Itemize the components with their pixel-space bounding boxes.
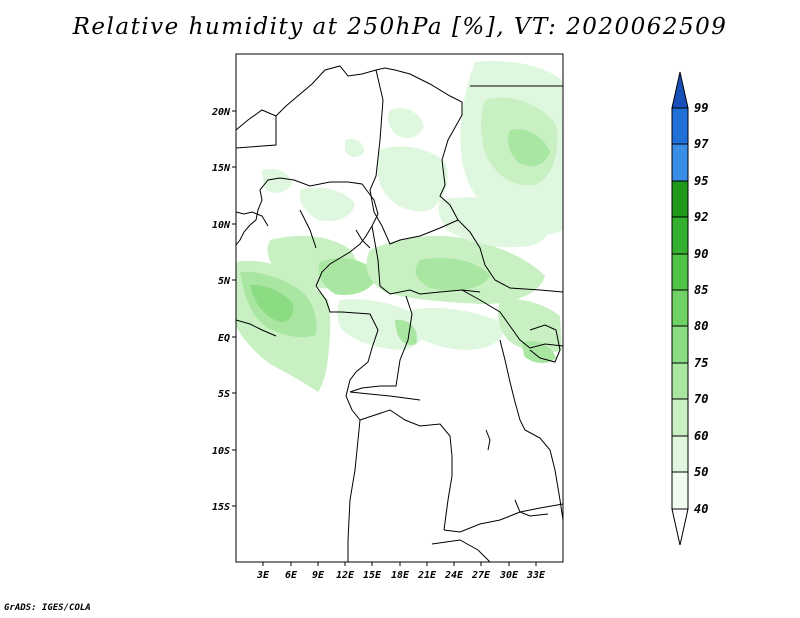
colorbar-segment bbox=[671, 143, 689, 182]
lon-tick-label: 21E bbox=[417, 570, 437, 581]
colorbar-segment bbox=[671, 398, 689, 437]
lon-tick-label: 9E bbox=[312, 570, 325, 581]
colorbar-label: 85 bbox=[694, 283, 708, 297]
lon-tick-label: 3E bbox=[256, 570, 270, 581]
colorbar-segment bbox=[671, 471, 689, 510]
humidity-shading bbox=[236, 60, 563, 392]
lon-tick-label: 30E bbox=[499, 570, 519, 581]
lat-tick-label: 10S bbox=[212, 446, 230, 457]
colorbar-segment bbox=[671, 435, 689, 473]
lat-tick-label: 20N bbox=[211, 107, 231, 118]
colorbar-label: 95 bbox=[694, 174, 708, 188]
map-title: Relative humidity at 250hPa [%], VT: 202… bbox=[72, 14, 728, 40]
colorbar-label: 80 bbox=[694, 319, 708, 333]
colorbar-segment bbox=[671, 253, 689, 291]
colorbar bbox=[671, 71, 689, 546]
colorbar-segment bbox=[671, 325, 689, 364]
lat-axis bbox=[232, 110, 236, 507]
colorbar-segment bbox=[671, 289, 689, 327]
lon-axis bbox=[262, 562, 537, 566]
lon-tick-label: 6E bbox=[285, 570, 298, 581]
lat-tick-label: 5S bbox=[218, 389, 230, 400]
colorbar-over-arrow bbox=[671, 71, 689, 109]
lon-tick-label: 15E bbox=[363, 570, 382, 581]
lat-tick-label: EQ bbox=[218, 333, 230, 344]
colorbar-segment bbox=[671, 180, 689, 218]
lon-tick-label: 12E bbox=[336, 570, 355, 581]
colorbar-segment bbox=[671, 107, 689, 145]
lat-tick-label: 15N bbox=[212, 163, 231, 174]
lat-tick-label: 15S bbox=[212, 502, 230, 513]
grads-credit: GrADS: IGES/COLA bbox=[4, 603, 91, 613]
lon-tick-label: 33E bbox=[526, 570, 546, 581]
colorbar-segment bbox=[671, 362, 689, 400]
country-borders bbox=[236, 65, 563, 562]
colorbar-label: 92 bbox=[694, 210, 708, 224]
colorbar-label: 97 bbox=[694, 137, 709, 151]
colorbar-under-arrow bbox=[671, 508, 689, 546]
lon-tick-label: 18E bbox=[391, 570, 410, 581]
colorbar-label: 50 bbox=[694, 465, 708, 479]
lat-tick-label: 10N bbox=[212, 220, 231, 231]
colorbar-label: 70 bbox=[694, 392, 708, 406]
lat-tick-label: 5N bbox=[218, 276, 231, 287]
lon-tick-label: 27E bbox=[471, 570, 491, 581]
colorbar-label: 75 bbox=[694, 356, 708, 370]
colorbar-label: 90 bbox=[694, 247, 708, 261]
lon-tick-label: 24E bbox=[444, 570, 464, 581]
colorbar-segment bbox=[671, 216, 689, 255]
colorbar-label: 99 bbox=[694, 101, 708, 115]
colorbar-label: 60 bbox=[694, 429, 708, 443]
colorbar-label: 40 bbox=[694, 502, 708, 516]
